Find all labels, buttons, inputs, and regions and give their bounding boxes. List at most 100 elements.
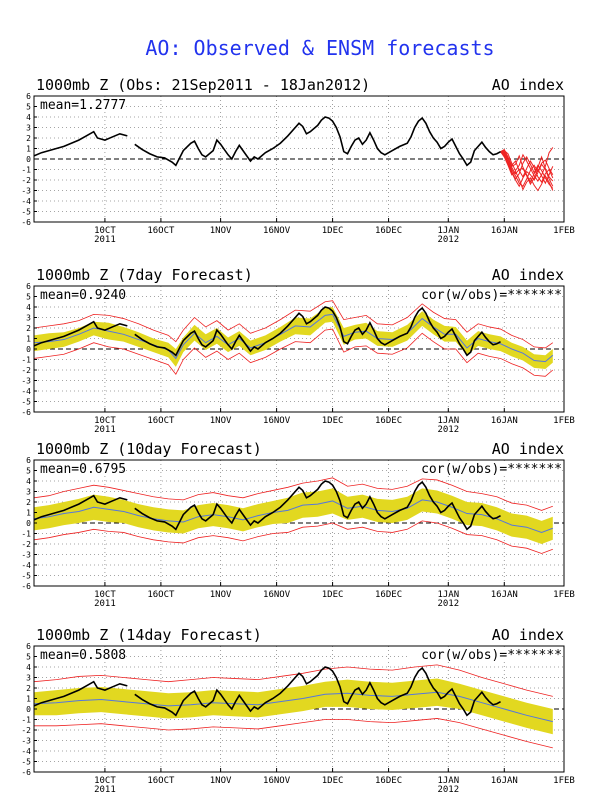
- x-tick-label: 1DEC: [322, 776, 344, 786]
- y-tick-label: -4: [21, 561, 31, 570]
- x-tick-label: 16NOV: [263, 776, 291, 786]
- x-tick-label: 1JAN: [437, 226, 459, 236]
- y-tick-label: 4: [26, 663, 31, 672]
- y-tick-label: -6: [21, 582, 31, 591]
- y-tick-label: 1: [26, 145, 31, 154]
- y-tick-label: -5: [21, 208, 31, 217]
- cor-label-background: [410, 462, 562, 476]
- x-tick-label: 16NOV: [263, 416, 291, 426]
- cor-label-background: [410, 288, 562, 302]
- y-tick-label: 3: [26, 674, 31, 683]
- ensemble-mean-line: [33, 499, 553, 533]
- envelope-lower-line: [33, 328, 554, 377]
- x-tick-label: 16DEC: [375, 226, 402, 236]
- y-tick-label: 5: [26, 467, 31, 476]
- y-tick-label: 0: [26, 155, 31, 164]
- ensemble-member-line-4: [500, 147, 554, 182]
- observed-ao-line: [33, 494, 128, 521]
- y-tick-label: -2: [21, 726, 31, 735]
- chart-title: 1000mb Z (10day Forecast): [36, 440, 262, 458]
- y-tick-label: -6: [21, 768, 31, 777]
- x-tick-label: 1NOV: [210, 590, 232, 600]
- x-tick-year-label: 2012: [437, 599, 459, 609]
- y-tick-label: 0: [26, 705, 31, 714]
- y-tick-label: -1: [21, 356, 31, 365]
- x-tick-year-label: 2011: [94, 599, 116, 609]
- y-tick-label: -3: [21, 187, 31, 196]
- chart-title: 1000mb Z (14day Forecast): [36, 626, 262, 644]
- y-tick-label: -5: [21, 398, 31, 407]
- y-tick-label: -5: [21, 572, 31, 581]
- ao-index-label: AO index: [492, 76, 564, 94]
- cor-label-background: [410, 648, 562, 662]
- observed-ao-line: [33, 680, 128, 707]
- x-tick-label: 16NOV: [263, 226, 291, 236]
- ensemble-member-line-3: [500, 151, 554, 188]
- y-tick-label: 2: [26, 134, 31, 143]
- y-tick-label: 4: [26, 303, 31, 312]
- y-tick-label: 3: [26, 314, 31, 323]
- chart-title: 1000mb Z (7day Forecast): [36, 266, 253, 284]
- ao-index-label: AO index: [492, 626, 564, 644]
- x-tick-label: 16DEC: [375, 776, 402, 786]
- x-tick-label: 16JAN: [491, 226, 518, 236]
- y-tick-label: 1: [26, 509, 31, 518]
- observed-ao-line: [134, 666, 501, 717]
- correlation-label: cor(w/obs)=*******: [421, 288, 562, 303]
- mean-label-background: [38, 462, 122, 476]
- y-tick-label: -4: [21, 197, 31, 206]
- y-tick-label: 5: [26, 653, 31, 662]
- y-tick-label: 5: [26, 293, 31, 302]
- y-tick-label: 2: [26, 324, 31, 333]
- y-tick-label: -6: [21, 408, 31, 417]
- observed-ao-line: [33, 320, 128, 347]
- chart-panel-4: 1000mb Z (14day Forecast) AO index mean=0.…: [21, 626, 574, 795]
- y-tick-label: 4: [26, 477, 31, 486]
- ensemble-member-line-6: [500, 151, 554, 186]
- observed-ao-line: [33, 130, 128, 157]
- observed-ao-line: [134, 116, 501, 167]
- y-tick-label: 4: [26, 113, 31, 122]
- x-tick-label: 1FEB: [553, 590, 575, 600]
- mean-label: mean=0.6795: [40, 462, 126, 477]
- ensemble-member-line-5: [500, 151, 554, 188]
- envelope-upper-line: [33, 300, 554, 349]
- x-tick-label: 1JAN: [437, 776, 459, 786]
- y-tick-label: -4: [21, 387, 31, 396]
- ensemble-mean-line: [33, 691, 553, 723]
- envelope-upper-line: [33, 664, 553, 697]
- y-tick-label: -4: [21, 747, 31, 756]
- y-tick-label: -1: [21, 716, 31, 725]
- x-tick-label: 1NOV: [210, 416, 232, 426]
- x-tick-label: 16DEC: [375, 590, 402, 600]
- y-tick-label: -3: [21, 737, 31, 746]
- x-tick-label: 16OCT: [147, 416, 175, 426]
- x-tick-label: 10CT: [94, 226, 116, 236]
- y-tick-label: -1: [21, 530, 31, 539]
- x-tick-year-label: 2012: [437, 425, 459, 435]
- mean-label: mean=0.9240: [40, 288, 126, 303]
- chart-title: 1000mb Z (Obs: 21Sep2011 - 18Jan2012): [36, 76, 370, 94]
- x-tick-label: 1FEB: [553, 416, 575, 426]
- y-tick-label: -6: [21, 218, 31, 227]
- x-tick-label: 16DEC: [375, 416, 402, 426]
- x-tick-year-label: 2011: [94, 235, 116, 245]
- y-tick-label: -3: [21, 377, 31, 386]
- ao-index-label: AO index: [492, 440, 564, 458]
- x-tick-label: 1FEB: [553, 226, 575, 236]
- chart-panel-3: 1000mb Z (10day Forecast) AO index mean=0.…: [21, 440, 574, 609]
- ao-index-label: AO index: [492, 266, 564, 284]
- x-tick-label: 16OCT: [147, 226, 175, 236]
- y-tick-label: 5: [26, 103, 31, 112]
- mean-label: mean=1.2777: [40, 98, 126, 113]
- y-tick-label: 6: [26, 642, 31, 651]
- y-tick-label: -2: [21, 366, 31, 375]
- x-tick-label: 1DEC: [322, 416, 344, 426]
- mean-label-background: [38, 98, 122, 112]
- y-tick-label: 6: [26, 456, 31, 465]
- y-tick-label: 1: [26, 695, 31, 704]
- mean-label: mean=0.5808: [40, 648, 126, 663]
- x-tick-label: 1DEC: [322, 226, 344, 236]
- forecast-spread-band: [34, 678, 553, 735]
